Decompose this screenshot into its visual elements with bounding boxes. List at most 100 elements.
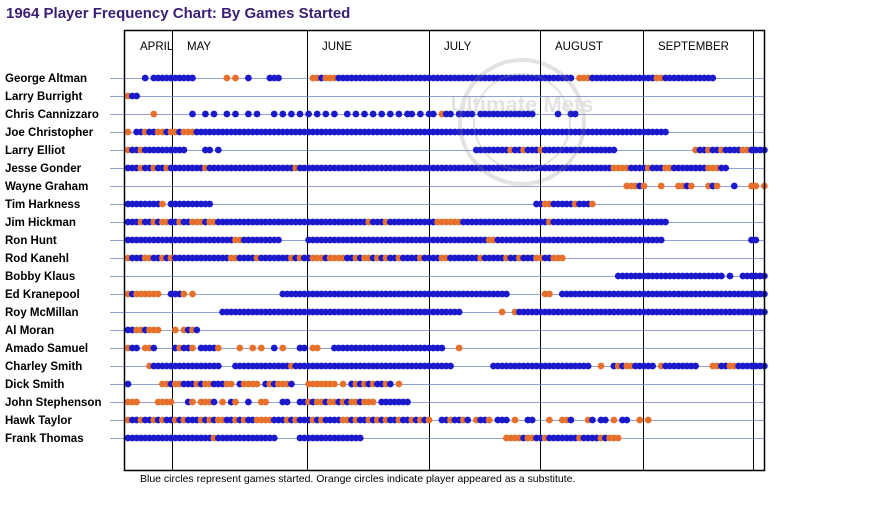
game-started-dot (283, 398, 291, 406)
substitute-dot (262, 398, 269, 406)
player-name: Chris Cannizzaro (5, 109, 99, 121)
game-started-dot (245, 110, 252, 118)
substitute-dot (511, 416, 519, 424)
game-started-dot (447, 362, 454, 370)
substitute-dot (167, 398, 175, 406)
substitute-dot (253, 380, 261, 388)
player-labels: George Altman Larry Burright Chris Cannizz… (5, 73, 101, 445)
game-started-dot (438, 344, 446, 352)
month-label: JULY (444, 41, 472, 53)
game-started-dot (584, 362, 592, 370)
substitute-dot (313, 344, 321, 352)
substitute-dot (640, 182, 648, 190)
player-name: Roy McMillan (5, 307, 78, 319)
game-started-dot (429, 110, 437, 118)
substitute-dot (232, 74, 239, 82)
game-started-dot (386, 110, 394, 118)
substitute-dot (189, 290, 196, 298)
substitute-dot (232, 398, 239, 406)
game-started-dot (709, 74, 717, 82)
substitute-dot (171, 326, 179, 334)
game-started-dot (214, 146, 222, 154)
month-label: APRIL (140, 41, 174, 53)
game-started-dot (288, 380, 295, 388)
month-label: MAY (187, 41, 211, 53)
game-started-dot (189, 74, 196, 82)
player-name: Dick Smith (5, 379, 64, 391)
month-label: SEPTEMBER (658, 41, 729, 53)
game-started-dot (386, 380, 394, 388)
game-started-dot (649, 362, 656, 370)
substitute-dot (546, 416, 553, 424)
substitute-dot (589, 200, 596, 208)
game-started-dot (571, 110, 579, 118)
game-started-dot (455, 308, 463, 316)
substitute-dot (425, 416, 433, 424)
game-started-dot (210, 110, 218, 118)
plot-frame (123, 29, 766, 472)
player-name: Larry Burright (5, 91, 82, 103)
substitute-dot (485, 416, 493, 424)
substitute-dot (713, 182, 721, 190)
game-started-dot (464, 416, 472, 424)
game-started-dot (331, 110, 338, 118)
game-started-dot (601, 416, 609, 424)
game-started-dot (296, 110, 304, 118)
substitute-dot (610, 416, 618, 424)
game-started-dot (378, 110, 386, 118)
game-started-dot (623, 416, 631, 424)
game-started-dot (206, 200, 214, 208)
game-started-dot (150, 344, 158, 352)
game-started-dot (503, 290, 510, 298)
game-started-dot (567, 74, 575, 82)
substitute-dot (339, 380, 347, 388)
game-started-dot (662, 128, 669, 136)
player-name: Wayne Graham (5, 181, 88, 193)
player-name: Larry Elliot (5, 145, 65, 157)
game-started-dot (305, 110, 312, 118)
game-started-dot (726, 272, 734, 280)
chart-title: 1964 Player Frequency Chart: By Games St… (6, 5, 351, 22)
game-started-dot (369, 110, 377, 118)
game-started-dot (662, 218, 669, 226)
player-name: Frank Thomas (5, 433, 84, 445)
game-started-dot (223, 110, 231, 118)
game-started-dot (322, 110, 330, 118)
game-started-dot (133, 344, 141, 352)
game-started-dot (468, 110, 476, 118)
game-started-dot (589, 416, 596, 424)
game-started-dot (270, 434, 278, 442)
player-name: Tim Harkness (5, 199, 80, 211)
player-name: Jim Hickman (5, 217, 76, 229)
player-name: Bobby Klaus (5, 271, 75, 283)
game-started-dot (447, 110, 454, 118)
substitute-dot (249, 344, 257, 352)
month-label: JUNE (322, 41, 352, 53)
player-name: Ron Hunt (5, 235, 57, 247)
substitute-dot (546, 290, 553, 298)
game-started-dot (275, 74, 282, 82)
chart-footnote: Blue circles represent games started. Or… (140, 473, 576, 485)
game-started-dot (124, 380, 132, 388)
substitute-dot (227, 380, 235, 388)
game-started-dot (193, 326, 201, 334)
game-started-dot (417, 110, 424, 118)
substitute-dot (752, 182, 760, 190)
game-started-dot (245, 398, 252, 406)
game-started-dot (528, 110, 536, 118)
game-started-dot (232, 110, 239, 118)
game-started-dot (206, 146, 214, 154)
game-started-dot (528, 416, 536, 424)
player-name: John Stephenson (5, 397, 101, 409)
game-started-dot (300, 344, 308, 352)
substitute-dot (395, 380, 403, 388)
substitute-dot (331, 380, 338, 388)
game-started-dot (313, 110, 321, 118)
game-started-dot (180, 146, 188, 154)
substitute-dot (636, 416, 644, 424)
dots-layer (124, 74, 768, 442)
game-started-dot (343, 110, 351, 118)
game-started-dot (210, 398, 218, 406)
substitute-dot (214, 344, 222, 352)
